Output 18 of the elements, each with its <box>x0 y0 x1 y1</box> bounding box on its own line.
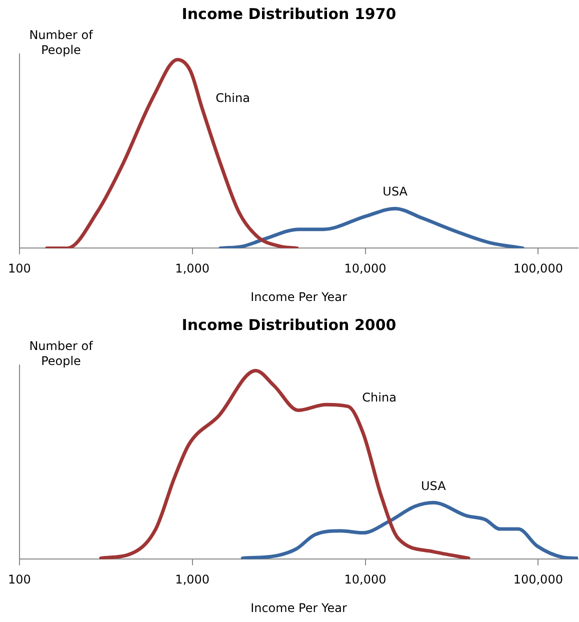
x-tick-label: 100 <box>8 572 31 587</box>
series-label: USA <box>420 478 447 493</box>
chart-title: Income Distribution 1970 <box>182 4 396 23</box>
x-tick-label: 100,000 <box>513 572 563 587</box>
x-tick-label: 100,000 <box>513 262 563 276</box>
series-label: China <box>362 390 396 405</box>
x-axis-title: Income Per Year <box>250 600 347 615</box>
x-axis-title: Income Per Year <box>250 290 347 304</box>
chart-title: Income Distribution 2000 <box>182 316 396 334</box>
x-tick-label: 1,000 <box>175 572 210 587</box>
x-tick-label: 10,000 <box>344 262 386 276</box>
x-tick-label: 1,000 <box>175 262 210 276</box>
x-tick-label: 100 <box>8 262 31 276</box>
y-axis-title: Number of People <box>28 339 94 369</box>
x-tick-label: 10,000 <box>344 572 386 587</box>
y-axis-title: Number of People <box>28 28 94 58</box>
series-label: China <box>216 90 250 105</box>
series-label: USA <box>382 184 408 199</box>
